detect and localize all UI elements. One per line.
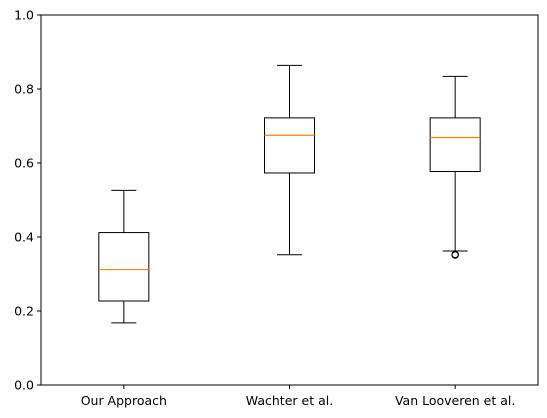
box-group: [264, 64, 315, 256]
y-tick-label: 0.8: [14, 82, 34, 97]
y-tick-label: 0.2: [14, 304, 34, 319]
x-axis: Our Approach Wachter et al. Van Looveren e…: [81, 385, 515, 408]
iqr-box: [98, 232, 150, 302]
iqr-box: [429, 117, 481, 173]
chart-marks: [98, 64, 481, 324]
x-tick-label: Van Looveren et al.: [395, 393, 515, 408]
y-tick-label: 1.0: [14, 8, 34, 23]
y-tick-label: 0.6: [14, 156, 34, 171]
box-group: [98, 189, 150, 324]
iqr-box: [264, 117, 315, 174]
outlier-point: [451, 250, 459, 259]
y-tick-label: 0.4: [14, 230, 34, 245]
x-tick-label: Wachter et al.: [246, 393, 333, 408]
y-axis: 0.0 0.2 0.4 0.6 0.8 1.0: [14, 8, 41, 393]
box-group: [429, 75, 481, 259]
y-tick-label: 0.0: [14, 378, 34, 393]
x-tick-label: Our Approach: [81, 393, 167, 408]
plot-frame: [40, 14, 539, 386]
